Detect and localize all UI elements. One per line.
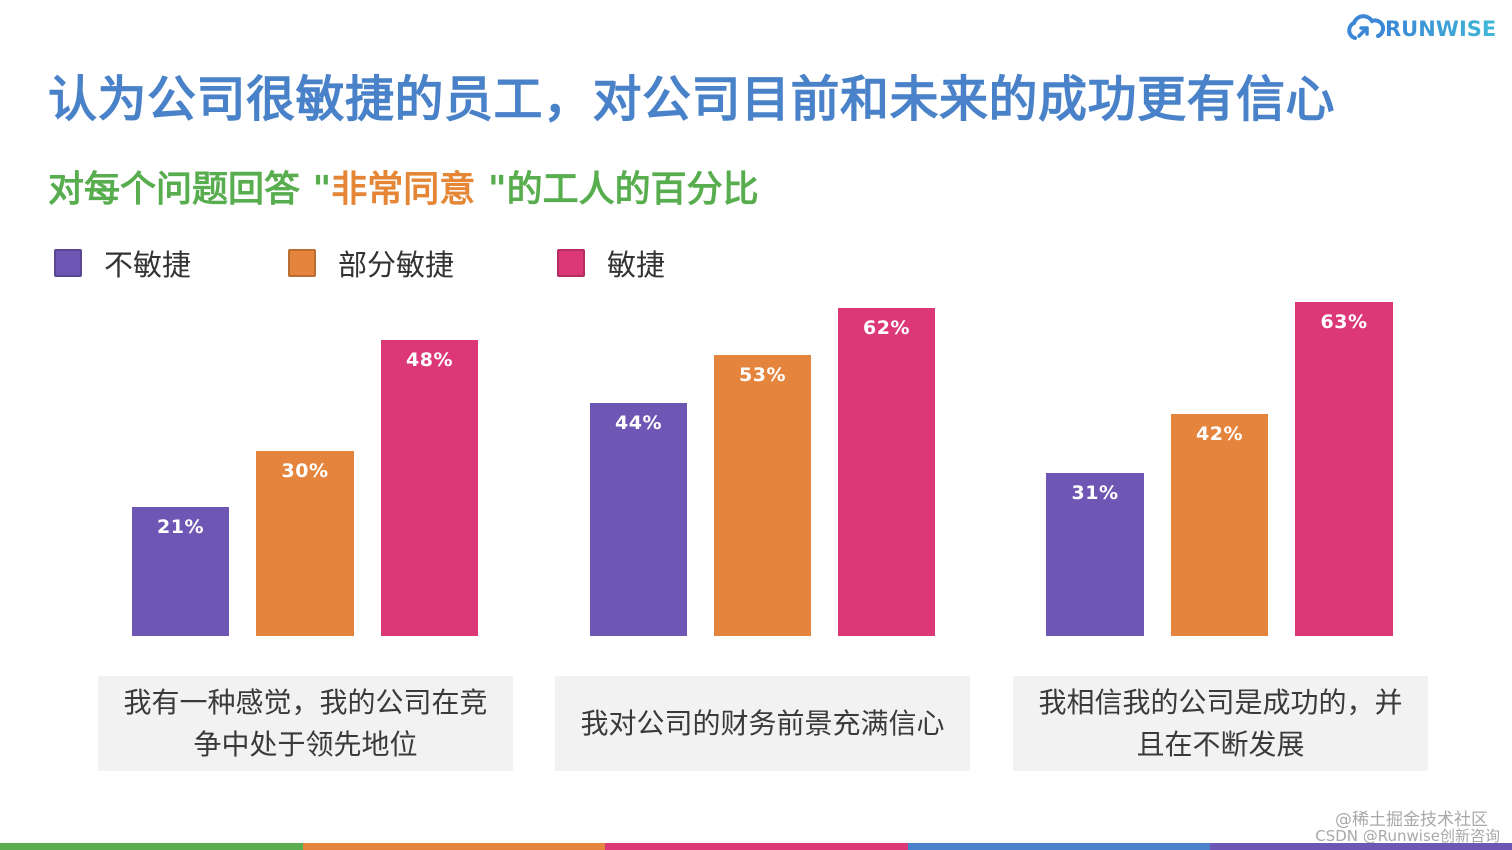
- watermark-line2: CSDN @Runwise创新咨询: [1315, 827, 1500, 845]
- legend-swatch-pink: [557, 249, 585, 277]
- subtitle-suffix: "的工人的百分比: [475, 169, 759, 210]
- cloud-arrow-icon: [1347, 14, 1385, 40]
- legend-item-not-agile: 不敏捷: [54, 245, 192, 282]
- caption-text: 我相信我的公司是成功的，并且在不断发展: [1038, 685, 1403, 761]
- legend-label: 敏捷: [607, 248, 666, 282]
- chart-subtitle: 对每个问题回答 "非常同意 "的工人的百分比: [48, 166, 759, 214]
- bar-value-label: 62%: [863, 317, 910, 339]
- category-caption-1: 我有一种感觉，我的公司在竞争中处于领先地位: [98, 676, 513, 771]
- strip-segment-green: [0, 843, 303, 850]
- bar-group1-agile: 48%: [381, 340, 478, 636]
- legend-label: 部分敏捷: [338, 248, 455, 282]
- strip-segment-blue: [908, 843, 1210, 850]
- bar-value-label: 44%: [615, 412, 662, 434]
- bar-value-label: 30%: [281, 460, 329, 482]
- bar-group3-partially-agile: 42%: [1171, 414, 1268, 636]
- page-title: 认为公司很敏捷的员工，对公司目前和未来的成功更有信心: [48, 71, 1336, 128]
- watermark-line1: @稀土掘金技术社区: [1335, 810, 1488, 830]
- subtitle-highlight: 非常同意: [331, 169, 476, 210]
- logo-text: RUNWISE: [1385, 17, 1497, 41]
- bar-value-label: 31%: [1071, 482, 1119, 504]
- legend-swatch-orange: [288, 249, 316, 277]
- category-caption-2: 我对公司的财务前景充满信心: [555, 676, 970, 771]
- category-caption-3: 我相信我的公司是成功的，并且在不断发展: [1013, 676, 1428, 771]
- caption-text: 我有一种感觉，我的公司在竞争中处于领先地位: [123, 685, 488, 761]
- legend-item-agile: 敏捷: [557, 245, 666, 282]
- bar-group1-not-agile: 21%: [132, 507, 229, 636]
- bar-group1-partially-agile: 30%: [256, 451, 354, 636]
- legend-swatch-purple: [54, 249, 82, 277]
- bar-value-label: 21%: [157, 516, 204, 538]
- bar-group3-not-agile: 31%: [1046, 473, 1144, 636]
- legend-item-partially-agile: 部分敏捷: [288, 245, 455, 282]
- bar-group2-not-agile: 44%: [590, 403, 687, 636]
- legend-label: 不敏捷: [104, 248, 192, 282]
- bar-value-label: 53%: [739, 364, 786, 386]
- bar-group3-agile: 63%: [1295, 302, 1393, 636]
- strip-segment-pink: [605, 843, 908, 850]
- bar-group2-partially-agile: 53%: [714, 355, 811, 636]
- subtitle-prefix: 对每个问题回答 ": [48, 169, 332, 210]
- runwise-logo: RUNWISE: [1345, 12, 1496, 46]
- bar-value-label: 42%: [1196, 423, 1243, 445]
- caption-text: 我对公司的财务前景充满信心: [580, 706, 945, 740]
- bar-value-label: 63%: [1320, 311, 1368, 333]
- bar-value-label: 48%: [406, 349, 453, 371]
- strip-segment-orange: [303, 843, 605, 850]
- strip-segment-purple: [1210, 843, 1512, 850]
- bar-group2-agile: 62%: [838, 308, 935, 636]
